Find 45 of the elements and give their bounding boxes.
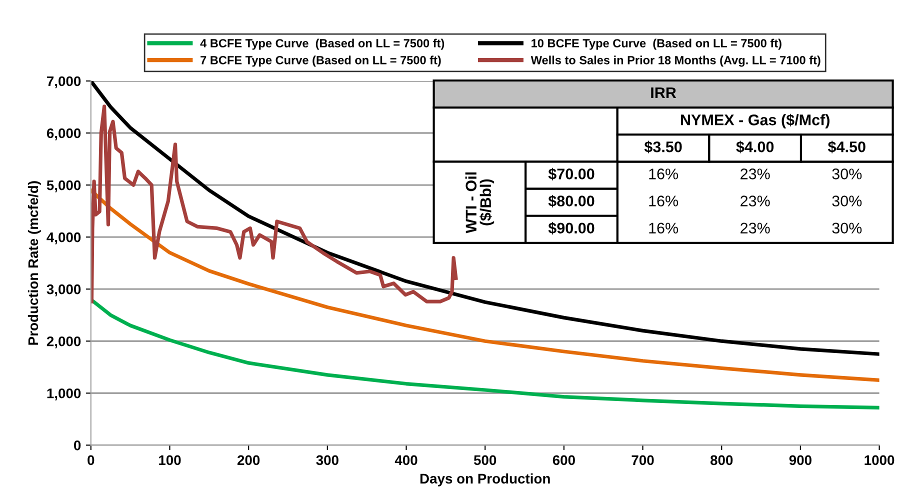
y-tick-label: 0 <box>74 440 81 450</box>
category-label: $90.00 <box>548 222 594 234</box>
x-tick-label: 700 <box>632 455 654 466</box>
y-tick-label: 2,000 <box>46 336 81 348</box>
text: 30% <box>832 196 862 206</box>
x-axis-title: Days on Production <box>420 473 550 486</box>
x-tick-label: 1000 <box>864 455 894 466</box>
y-tick-label: 7,000 <box>47 76 81 88</box>
category-label: $3.50 <box>644 140 682 154</box>
text: 16% <box>649 168 678 180</box>
text: IRR <box>651 87 676 98</box>
text: 30% <box>832 168 862 180</box>
text: NYMEX - Gas ($/Mcf) <box>680 114 830 128</box>
text: 16% <box>649 196 678 206</box>
x-tick-label: 800 <box>710 455 733 466</box>
x-tick-label: 400 <box>394 455 418 466</box>
x-tick-label: 500 <box>474 455 496 466</box>
text: 30% <box>832 222 862 234</box>
line-series <box>90 298 880 410</box>
y-axis-title: Production Rate (mcfe/d) <box>28 181 41 345</box>
text: 23% <box>740 196 770 206</box>
y-tick-label: 4,000 <box>46 232 81 244</box>
legend-label: 10 BCFE Type Curve (Based on LL = 7500 ft) <box>532 38 782 50</box>
text: 16% <box>649 222 678 234</box>
text: WTI - Oil ($/Bbl) <box>465 172 494 234</box>
text: 23% <box>740 222 770 234</box>
category-label: $4.50 <box>828 140 866 154</box>
x-tick-label: 0 <box>88 455 94 466</box>
x-tick-label: 900 <box>789 455 812 466</box>
category-label: $4.00 <box>736 140 774 154</box>
text: 23% <box>740 168 770 180</box>
y-tick-label: 6,000 <box>46 128 81 140</box>
y-tick-label: 5,000 <box>46 180 81 192</box>
x-tick-label: 100 <box>159 455 181 466</box>
line-series <box>90 104 458 304</box>
category-label: $80.00 <box>548 194 594 208</box>
x-tick-label: 300 <box>316 455 338 466</box>
legend-label: 4 BCFE Type Curve (Based on LL = 7500 ft) <box>200 38 444 50</box>
x-tick-label: 200 <box>237 455 260 466</box>
legend-label: Wells to Sales in Prior 18 Months (Avg. LL = 7100 ft) <box>530 56 820 67</box>
category-label: $70.00 <box>548 168 594 180</box>
y-tick-label: 1,000 <box>47 388 81 400</box>
legend-label: 7 BCFE Type Curve (Based on LL = 7500 ft) <box>200 56 441 67</box>
x-tick-label: 600 <box>552 455 575 466</box>
y-tick-label: 3,000 <box>46 284 81 296</box>
